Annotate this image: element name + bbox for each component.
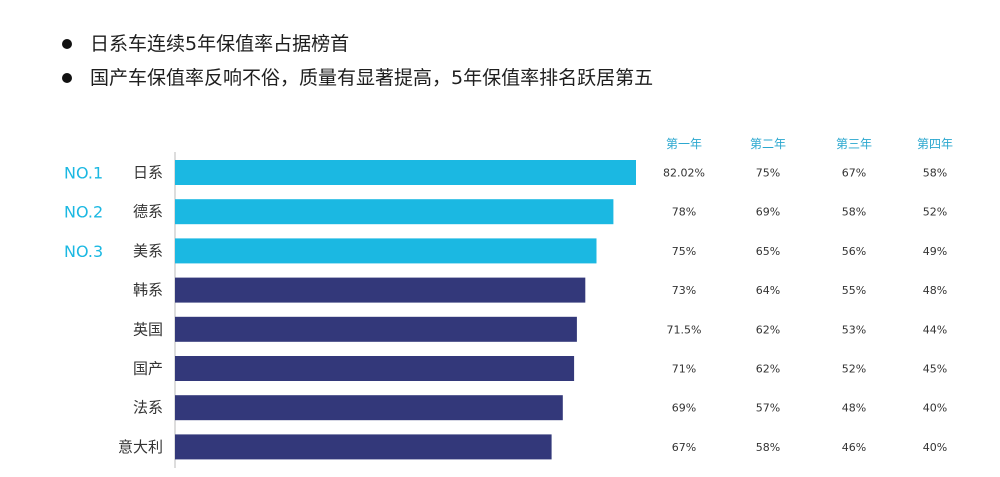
column-header: 第三年 (836, 137, 872, 151)
data-label: 65% (756, 245, 780, 258)
data-label: 78% (672, 206, 696, 219)
data-label: 45% (923, 363, 947, 376)
data-label: 71.5% (667, 323, 702, 336)
bullet-dot-icon (62, 39, 72, 49)
bar (175, 316, 577, 342)
bullet-text: 日系车连续5年保值率占据榜首 (90, 33, 350, 55)
column-header: 第一年 (666, 137, 702, 151)
data-label: 46% (842, 441, 866, 454)
category-label: 德系 (133, 203, 163, 221)
bullet-dot-icon (62, 73, 72, 83)
data-label: 40% (923, 402, 947, 415)
category-label: 法系 (133, 399, 163, 417)
bar (175, 395, 563, 421)
data-label: 57% (756, 402, 780, 415)
bar (175, 199, 614, 225)
data-label: 71% (672, 363, 696, 376)
data-label: 64% (756, 284, 780, 297)
category-label: 日系 (133, 164, 163, 182)
bullet-list: 日系车连续5年保值率占据榜首 国产车保值率反响不俗，质量有显著提高，5年保值率排… (62, 27, 653, 95)
rank-label: NO.1 (64, 164, 103, 183)
data-label: 56% (842, 245, 866, 258)
data-label: 44% (923, 323, 947, 336)
data-label: 62% (756, 363, 780, 376)
bullet-item: 国产车保值率反响不俗，质量有显著提高，5年保值率排名跃居第五 (62, 61, 653, 95)
data-label: 75% (672, 245, 696, 258)
data-label: 67% (672, 441, 696, 454)
data-label: 82.02% (663, 167, 705, 180)
data-label: 73% (672, 284, 696, 297)
data-label: 75% (756, 167, 780, 180)
data-label: 52% (842, 363, 866, 376)
data-label: 48% (923, 284, 947, 297)
category-label: 英国 (133, 320, 163, 338)
data-label: 55% (842, 284, 866, 297)
data-label: 58% (923, 167, 947, 180)
data-label: 53% (842, 323, 866, 336)
category-label: 国产 (133, 360, 163, 378)
data-label: 48% (842, 402, 866, 415)
data-label: 40% (923, 441, 947, 454)
rank-label: NO.2 (64, 203, 103, 222)
bullet-item: 日系车连续5年保值率占据榜首 (62, 27, 653, 61)
column-header: 第二年 (750, 137, 786, 151)
bar (175, 434, 552, 460)
data-label: 62% (756, 323, 780, 336)
rank-label: NO.3 (64, 242, 103, 261)
data-label: 69% (672, 402, 696, 415)
data-label: 49% (923, 245, 947, 258)
bullet-text: 国产车保值率反响不俗，质量有显著提高，5年保值率排名跃居第五 (90, 67, 654, 89)
bar (175, 238, 597, 264)
data-label: 58% (842, 206, 866, 219)
category-label: 美系 (133, 242, 163, 260)
data-label: 58% (756, 441, 780, 454)
bar (175, 356, 575, 381)
bar (175, 160, 636, 185)
bar (175, 277, 586, 303)
data-label: 52% (923, 206, 947, 219)
column-header: 第四年 (917, 137, 953, 151)
category-label: 韩系 (133, 281, 163, 299)
data-label: 67% (842, 167, 866, 180)
data-label: 69% (756, 206, 780, 219)
category-label: 意大利 (118, 438, 163, 456)
